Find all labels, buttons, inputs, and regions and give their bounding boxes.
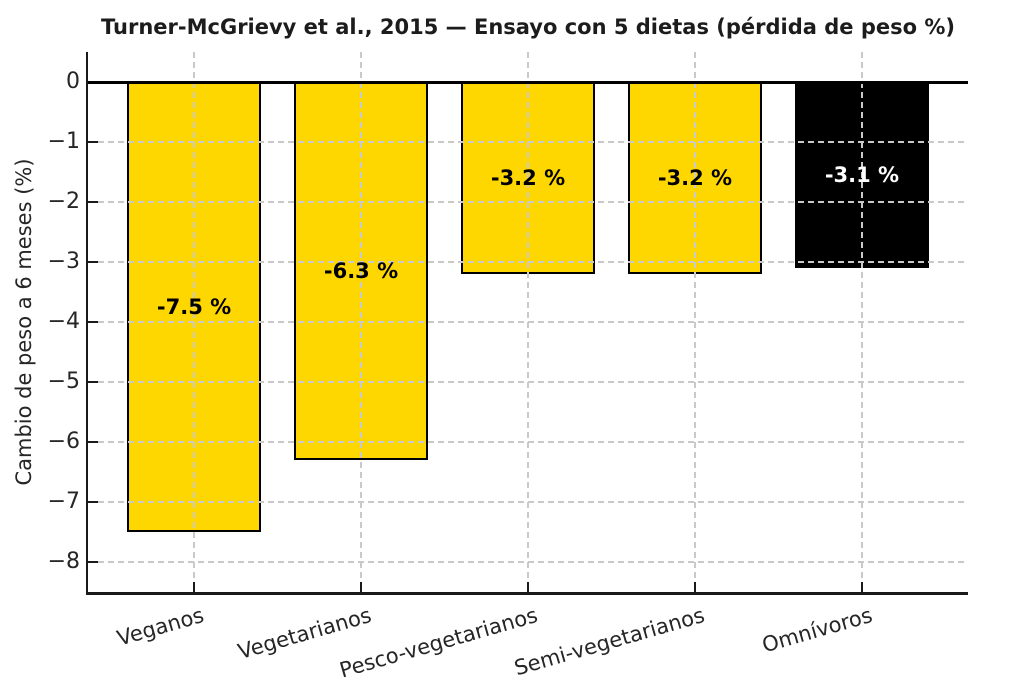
zero-line (88, 80, 968, 84)
left-spine (85, 52, 88, 595)
bottom-spine (85, 592, 968, 595)
x-tick-vegetarianos (360, 582, 363, 592)
bar-value-label-omnivoros: -3.1 % (824, 163, 900, 187)
gridline-y-neg2 (88, 201, 968, 203)
x-tick-semi-vegetarianos (693, 582, 696, 592)
gridline-y-neg4 (88, 321, 968, 323)
y-tick-neg2 (88, 201, 98, 203)
y-tick-neg1 (88, 141, 98, 143)
y-tick-neg3 (88, 261, 98, 263)
y-tick-label-neg7: −7 (47, 489, 80, 514)
y-tick-neg5 (88, 381, 98, 383)
bar-value-label-semi-vegetarianos: -3.2 % (657, 166, 733, 190)
y-tick-label-neg8: −8 (47, 549, 80, 574)
x-tick-pesco-vegetarianos (527, 582, 529, 592)
bar-value-label-vegetarianos: -6.3 % (323, 259, 399, 283)
bar-value-label-veganos: -7.5 % (156, 295, 232, 319)
x-tick-veganos (193, 582, 196, 592)
x-tick-label-semi-vegetarianos: Semi-vegetarianos (511, 603, 708, 681)
x-tick-omnivoros (860, 582, 863, 592)
chart-title: Turner-McGrievy et al., 2015 — Ensayo co… (101, 15, 955, 39)
y-tick-label-neg5: −5 (47, 369, 80, 394)
y-tick-neg6 (88, 441, 98, 443)
y-tick-label-0: 0 (66, 69, 80, 94)
gridline-y-neg8 (88, 561, 968, 563)
bar-value-label-pesco-vegetarianos: -3.2 % (490, 166, 566, 190)
y-tick-neg4 (88, 321, 98, 323)
x-tick-label-veganos: Veganos (114, 603, 207, 651)
y-tick-label-neg3: −3 (47, 249, 80, 274)
y-tick-label-neg4: −4 (47, 309, 80, 334)
y-tick-label-neg6: −6 (47, 429, 80, 454)
y-tick-neg7 (88, 501, 98, 503)
y-tick-label-neg1: −1 (47, 129, 80, 154)
gridline-y-neg7 (88, 501, 968, 503)
gridline-y-neg3 (88, 261, 968, 263)
gridline-y-neg5 (88, 381, 968, 383)
x-tick-label-omnivoros: Omnívoros (758, 603, 875, 658)
y-tick-neg8 (88, 561, 98, 563)
gridline-y-neg6 (88, 441, 968, 443)
gridline-y-neg1 (88, 141, 968, 143)
y-tick-label-neg2: −2 (47, 189, 80, 214)
